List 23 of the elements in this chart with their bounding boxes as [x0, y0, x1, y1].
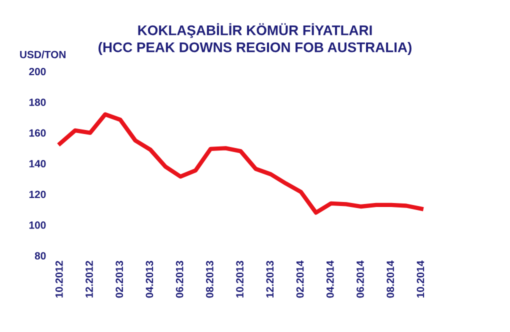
x-tick-label: 12.2013: [266, 260, 274, 298]
x-tick-label: 06.2014: [356, 260, 364, 298]
x-tick-label: 02.2013: [116, 260, 124, 298]
x-tick-label: 08.2014: [386, 260, 394, 298]
x-tick-label: 04.2013: [146, 260, 154, 298]
x-tick-label: 06.2013: [176, 260, 184, 298]
y-tick-label: 180: [29, 98, 46, 106]
y-tick-label: 100: [29, 221, 46, 229]
x-tick-label: 08.2013: [206, 260, 214, 298]
x-tick-label: 02.2014: [296, 260, 304, 298]
y-axis-title: USD/TON: [20, 50, 66, 58]
y-tick-label: 80: [34, 252, 46, 260]
x-tick-label: 10.2012: [55, 260, 63, 298]
x-tick-label: 10.2013: [236, 260, 244, 298]
y-tick-label: 140: [29, 160, 46, 168]
x-tick-label: 04.2014: [326, 260, 334, 298]
y-tick-label: 120: [29, 190, 46, 198]
line-series: [58, 112, 424, 215]
x-tick-label: 10.2014: [416, 260, 424, 298]
chart-title: KOKLAŞABİLİR KÖMÜR FİYATLARI (HCC PEAK DOWNS REGION FOB AUSTRALIA): [98, 23, 412, 55]
y-tick-label: 160: [29, 129, 46, 137]
y-tick-label: 200: [29, 68, 46, 76]
x-tick-label: 12.2012: [86, 260, 93, 298]
